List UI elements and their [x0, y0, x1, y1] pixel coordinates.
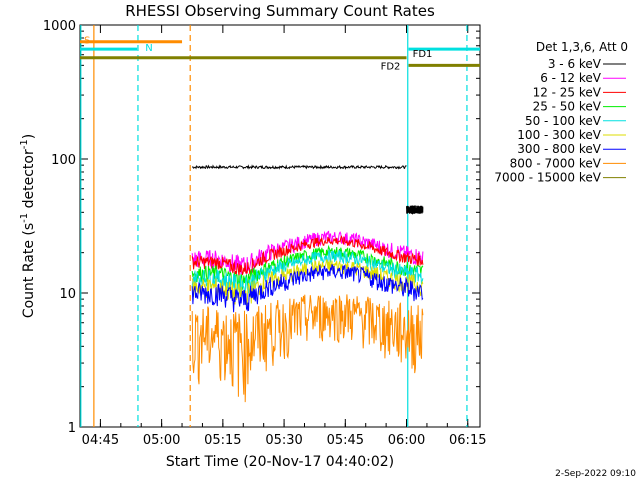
legend-entry-label: 300 - 800 keV: [517, 142, 601, 156]
generation-date: 2-Sep-2022 09:10: [555, 469, 636, 479]
y-tick-label: 1: [68, 421, 76, 436]
flag-label: N: [145, 43, 152, 54]
legend-entry-label: 12 - 25 keV: [533, 85, 602, 99]
legend-entry-label: 3 - 6 keV: [548, 57, 602, 71]
x-tick-label: 06:15: [449, 433, 486, 448]
x-tick-label: 05:00: [143, 433, 180, 448]
plot-frame: [79, 24, 481, 428]
y-tick-label: 10: [59, 287, 76, 302]
legend-entry-label: 100 - 300 keV: [517, 128, 601, 142]
y-axis-label-exp: -1: [19, 139, 30, 149]
legend-entry-label: 6 - 12 keV: [540, 71, 602, 85]
series-line: [192, 164, 407, 170]
y-axis-label-part: ): [21, 134, 37, 139]
x-tick-label: 06:00: [388, 433, 425, 448]
series-line: [191, 248, 424, 296]
data-series: [191, 164, 424, 403]
x-axis-label: Start Time (20-Nov-17 04:40:02): [166, 454, 394, 470]
legend-entry-label: 800 - 7000 keV: [510, 156, 602, 170]
plot-area: [79, 24, 481, 428]
legend-entry-label: 25 - 50 keV: [533, 100, 602, 114]
y-axis-label-part: Count Rate (s: [21, 223, 37, 318]
y-axis-label: Count Rate (s-1 detector-1): [19, 134, 37, 318]
series-line: [191, 294, 424, 403]
series-line: [406, 205, 424, 215]
y-tick-label: 1000: [43, 19, 76, 34]
legend-title: Det 1,3,6, Att 0: [536, 40, 628, 54]
x-tick-label: 05:15: [204, 433, 241, 448]
series-line: [191, 235, 424, 277]
flag-label: FD2: [381, 62, 401, 73]
flag-label: FD1: [413, 49, 433, 60]
flag-bars: S N FD2 FD1: [80, 36, 480, 73]
axis-ticks: 04:45 05:00 05:15 05:30 05:45 06:00 06:15 1 10 10…: [43, 19, 487, 448]
y-axis-label-part: detector: [21, 149, 37, 213]
y-axis-label-exp: -1: [19, 213, 30, 223]
flag-label: S: [84, 36, 90, 47]
x-tick-label: 04:45: [82, 433, 119, 448]
legend-entry-label: 7000 - 15000 keV: [494, 171, 601, 185]
x-tick-label: 05:30: [265, 433, 302, 448]
x-tick-label: 05:45: [327, 433, 364, 448]
instrument-state-lines: [80, 25, 468, 427]
chart-title: RHESSI Observing Summary Count Rates: [125, 2, 435, 20]
legend-entry-label: 50 - 100 keV: [525, 114, 602, 128]
y-tick-label: 100: [51, 153, 76, 168]
series-line: [191, 264, 424, 313]
